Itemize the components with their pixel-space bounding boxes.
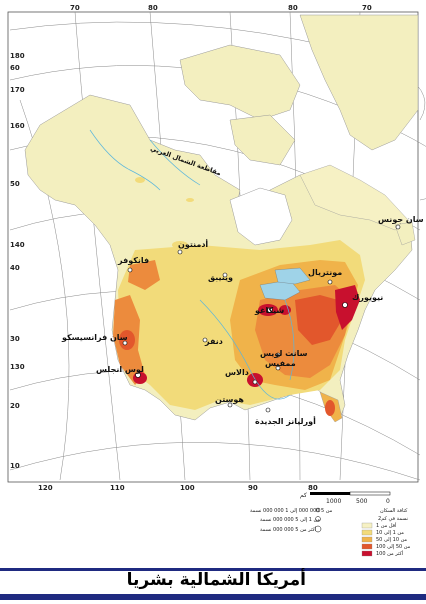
- map-title: أمريكا الشمالية بشريا: [126, 570, 306, 590]
- dot-st-louis: [275, 352, 281, 358]
- scale-unit: كم: [300, 492, 307, 499]
- svg-text:100: 100: [180, 484, 195, 492]
- svg-text:180: 180: [10, 52, 25, 60]
- density-very-high: [295, 295, 342, 345]
- dot-edmonton: [177, 249, 183, 255]
- label-new-orleans: أورليانز الجديدة: [255, 416, 316, 426]
- svg-text:110: 110: [110, 484, 125, 492]
- dot-winnipeg: [222, 272, 228, 278]
- label-st-louis: سانت لويس: [260, 349, 308, 359]
- dot-san-francisco: [122, 340, 128, 346]
- svg-text:10: 10: [10, 462, 20, 470]
- label-houston: هوستن: [215, 395, 244, 404]
- density-highest-ne: [335, 285, 360, 330]
- hudson-bay: [229, 187, 293, 246]
- left-latitude-labels: 180 60 170 160 50 140 40 30 130 20 10: [10, 52, 25, 470]
- scale-bar: كم 1000 500 0: [300, 491, 391, 505]
- title-bar: [0, 568, 426, 597]
- arctic-islands: [179, 44, 301, 121]
- svg-text:40: 40: [10, 264, 20, 272]
- density-detroit: [279, 305, 291, 315]
- scale-mark-500: 500: [356, 498, 368, 505]
- svg-text:من 1 إلى 10: من 1 إلى 10: [376, 530, 404, 536]
- legend-city-sizes: كثافة السكان من 5 000 000 إلى 1 000 000 …: [250, 507, 408, 533]
- label-chicago: شيكاغو: [254, 306, 284, 315]
- label-vancouver: فانكوفر: [117, 256, 149, 265]
- city-dots: [122, 224, 401, 413]
- rivers: [89, 129, 295, 400]
- svg-text:من 5 000 000 إلى 1 000 000 نسم: من 5 000 000 إلى 1 000 000 نسمة: [250, 508, 333, 514]
- baffin-island: [229, 114, 296, 166]
- svg-text:80: 80: [308, 484, 318, 492]
- svg-text:أكثر من 5 000 000 نسمة: أكثر من 5 000 000 نسمة: [260, 526, 317, 533]
- svg-text:130: 130: [10, 363, 25, 371]
- density-florida: [325, 400, 335, 416]
- svg-text:من 10 إلى 50: من 10 إلى 50: [376, 537, 407, 543]
- top-longitude-labels: 70 80 80 70: [70, 4, 372, 12]
- label-st-johns: سان جونس: [378, 215, 424, 225]
- dot-st-johns: [395, 224, 401, 230]
- bottom-longitude-labels: 120 110 100 90 80: [38, 484, 318, 492]
- dot-vancouver: [127, 267, 133, 273]
- label-montreal: مونتريال: [308, 268, 342, 277]
- map-border: [7, 11, 419, 483]
- dot-new-orleans: [265, 407, 271, 413]
- svg-text:من 1 إلى 5 000 000 نسمة: من 1 إلى 5 000 000 نسمة: [260, 517, 320, 523]
- label-los-angeles: لوس انجلس: [96, 365, 144, 375]
- label-winnipeg: وينيبق: [208, 273, 233, 282]
- svg-text:120: 120: [38, 484, 53, 492]
- density-vancouver: [128, 260, 160, 290]
- north-patches: [135, 177, 206, 273]
- svg-text:من 50 إلى 100: من 50 إلى 100: [376, 544, 411, 550]
- dot-denver: [202, 337, 208, 343]
- dot-new-york: [342, 302, 348, 308]
- svg-text:90: 90: [248, 484, 258, 492]
- svg-text:60: 60: [10, 64, 20, 72]
- svg-text:أقل من 1: أقل من 1: [376, 522, 397, 529]
- svg-text:80: 80: [148, 4, 158, 12]
- scale-mark-1000: 1000: [326, 498, 341, 505]
- svg-text:20: 20: [10, 402, 20, 410]
- label-dallas: دالاس: [225, 368, 249, 378]
- label-memphis: ممفيس: [265, 359, 296, 369]
- legend-density-header: نسمة في كم2: [378, 516, 408, 522]
- density-bay-area: [119, 330, 135, 350]
- greenland: [299, 14, 419, 151]
- label-san-francisco: سان فرانسيسكو: [61, 333, 128, 342]
- dot-memphis: [275, 365, 281, 371]
- legend-cities-header: كثافة السكان: [380, 508, 408, 514]
- label-denver: دنفر: [204, 337, 223, 346]
- dot-dallas: [252, 379, 258, 385]
- svg-text:50: 50: [10, 180, 20, 188]
- svg-text:170: 170: [10, 86, 25, 94]
- legend-density: نسمة في كم2 أقل من 1 من 1 إلى 10 من 10 إ…: [361, 516, 411, 557]
- svg-text:160: 160: [10, 122, 25, 130]
- svg-text:30: 30: [10, 335, 20, 343]
- dot-chicago: [267, 307, 273, 313]
- svg-text:أكثر من 100: أكثر من 100: [376, 550, 404, 557]
- bottom-strip: [0, 594, 426, 600]
- lake-superior: [274, 267, 311, 285]
- dot-houston: [227, 402, 233, 408]
- scale-mark-0: 0: [386, 498, 390, 505]
- svg-text:70: 70: [70, 4, 80, 12]
- dot-los-angeles: [135, 372, 141, 378]
- label-edmonton: أدمنتون: [178, 239, 208, 249]
- svg-text:80: 80: [288, 4, 298, 12]
- density-zones: [113, 240, 365, 416]
- label-new-york: نيويورك: [352, 293, 383, 302]
- svg-text:140: 140: [10, 241, 25, 249]
- svg-text:70: 70: [362, 4, 372, 12]
- dot-montreal: [327, 279, 333, 285]
